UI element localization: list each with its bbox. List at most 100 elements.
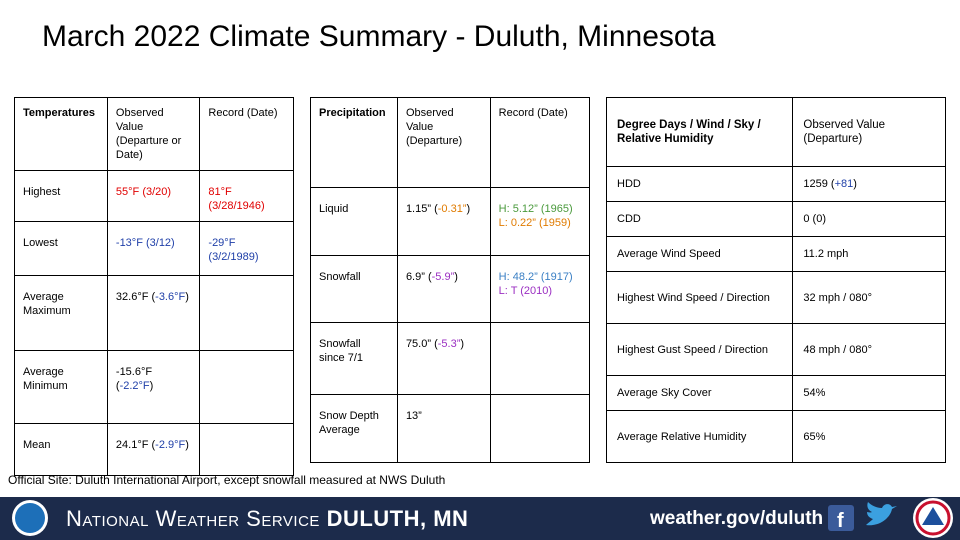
data-table: Degree Days / Wind / Sky / Relative Humi… — [605, 97, 946, 463]
text: Snowfall — [319, 271, 361, 283]
text: ) — [466, 203, 471, 215]
text: L: 0.22” (1959) — [498, 217, 571, 229]
row-label: CDD — [605, 201, 794, 237]
text: ) — [460, 338, 465, 350]
row-label: Snow Depth Average — [310, 394, 398, 463]
cell-line: 32.6°F (-3.6°F) — [116, 290, 192, 304]
row-label: Highest Wind Speed / Direction — [605, 271, 794, 324]
header-cell: Record (Date) — [199, 97, 294, 171]
row-label: Average Maximum — [14, 275, 108, 351]
row-label: Mean — [14, 423, 108, 476]
row: Liquid 1.15” (-0.31”) H: 5.12” (1965) L: 0.… — [310, 187, 591, 256]
text: HDD — [617, 178, 641, 190]
row: Average Sky Cover 54% — [605, 375, 946, 411]
cell-line: 48 mph / 080° — [803, 343, 937, 357]
facebook-icon[interactable] — [828, 505, 854, 531]
row: HDD 1259 (+81) — [605, 166, 946, 202]
text: Snowfall since 7/1 — [319, 338, 364, 364]
text: 65% — [803, 430, 826, 443]
header-cell: Precipitation — [310, 97, 398, 188]
cell-line: Snowfall — [319, 270, 389, 284]
text: +81 — [834, 178, 854, 190]
noaa-logo-inner — [15, 503, 45, 533]
row-label: HDD — [605, 166, 794, 202]
text: 1259 ( — [803, 178, 835, 190]
cell: 0 (0) — [792, 201, 946, 237]
text: 55°F (3/20) — [115, 186, 172, 198]
cell-line: 0 (0) — [803, 212, 937, 226]
header-cell: Observed Value (Departure or Date) — [106, 97, 201, 171]
row-label: Snowfall since 7/1 — [310, 322, 398, 395]
text: Snow Depth Average — [319, 410, 379, 436]
cell-line: Average Sky Cover — [617, 386, 784, 400]
text: Mean — [23, 439, 51, 451]
data-table: Precipitation Observed Value (Departure) R… — [310, 97, 591, 463]
cell-line: 11.2 mph — [803, 247, 937, 261]
row: Snowfall 6.9” (-5.9”) H: 48.2” (1917) L: T … — [310, 255, 591, 323]
header-row: Temperatures Observed Value (Departure or… — [14, 97, 294, 171]
text: -3.6°F — [155, 291, 186, 303]
cell — [199, 423, 294, 476]
text: Average Wind Speed — [617, 248, 721, 260]
row-label: Liquid — [310, 187, 398, 256]
agency-name: National Weather Service Duluth, MN — [66, 506, 468, 532]
text: 11.2 mph — [803, 248, 849, 260]
cell: 75.0” (-5.3”) — [396, 322, 491, 395]
cell-line: Highest — [23, 185, 99, 199]
text: Highest Gust Speed / Direction — [617, 343, 769, 356]
cell — [489, 394, 591, 463]
row-label: Highest — [14, 170, 108, 222]
text: ) — [853, 178, 857, 190]
text: 81°F (3/28/1946) — [208, 186, 265, 212]
cell-line: Mean — [23, 438, 99, 452]
cell-line: L: T (2010) — [499, 284, 581, 298]
text: ) — [149, 380, 154, 392]
row: CDD 0 (0) — [605, 201, 946, 237]
cell: 81°F (3/28/1946) — [199, 170, 294, 222]
website[interactable]: weather.gov/duluth — [650, 508, 824, 529]
text: -29°F (3/2/1989) — [208, 237, 259, 263]
cell — [199, 350, 294, 424]
cell-line: Highest Wind Speed / Direction — [617, 291, 784, 305]
twitter-icon[interactable] — [866, 502, 897, 526]
text: ) — [185, 439, 189, 451]
cell-line: Average Maximum — [23, 290, 99, 318]
cell-line: 1.15” (-0.31”) — [406, 202, 482, 216]
row-label: Snowfall — [310, 255, 398, 323]
text: 32 mph / 080° — [803, 291, 872, 304]
cell-line: 13” — [406, 409, 482, 423]
cell — [199, 275, 294, 351]
text: Highest — [23, 186, 61, 198]
text: -5.3” — [437, 338, 461, 350]
cell-line: 1259 (+81) — [803, 177, 937, 191]
text: 48 mph / 080° — [803, 343, 872, 356]
header-cell: Record (Date) — [489, 97, 591, 188]
office: Duluth, MN — [326, 506, 469, 531]
cell-line: HDD — [617, 177, 784, 191]
cell-line: -15.6°F (-2.2°F) — [116, 365, 192, 393]
title: March 2022 Climate Summary - Duluth, Min… — [42, 20, 716, 53]
text: -2.9°F — [155, 439, 186, 451]
cell-line: Average Minimum — [23, 365, 99, 393]
nws-logo-mark — [922, 507, 944, 525]
cell-line: -13°F (3/12) — [116, 236, 192, 250]
text: 1.15” ( — [405, 203, 438, 215]
cell-line: 6.9” (-5.9”) — [406, 270, 482, 284]
cell: 11.2 mph — [792, 236, 946, 272]
row: Mean 24.1°F (-2.9°F) — [14, 423, 294, 476]
cell: 32.6°F (-3.6°F) — [106, 275, 201, 351]
cell — [489, 322, 591, 395]
cell: H: 5.12” (1965) L: 0.22” (1959) — [489, 187, 591, 256]
banner: f National Weather Service Duluth, MN we… — [0, 497, 960, 540]
text: 24.1°F ( — [115, 439, 156, 451]
text: Average Minimum — [23, 366, 68, 392]
text: L: T (2010) — [498, 285, 553, 297]
text: Lowest — [23, 237, 58, 249]
cell-line: 65% — [803, 430, 937, 444]
cell: 6.9” (-5.9”) — [396, 255, 491, 323]
data-table: Temperatures Observed Value (Departure or… — [14, 97, 294, 476]
cell: 65% — [792, 410, 946, 463]
cell: -13°F (3/12) — [106, 221, 201, 276]
text: 0 (0) — [803, 213, 826, 225]
row: Average Minimum -15.6°F (-2.2°F) — [14, 350, 294, 424]
